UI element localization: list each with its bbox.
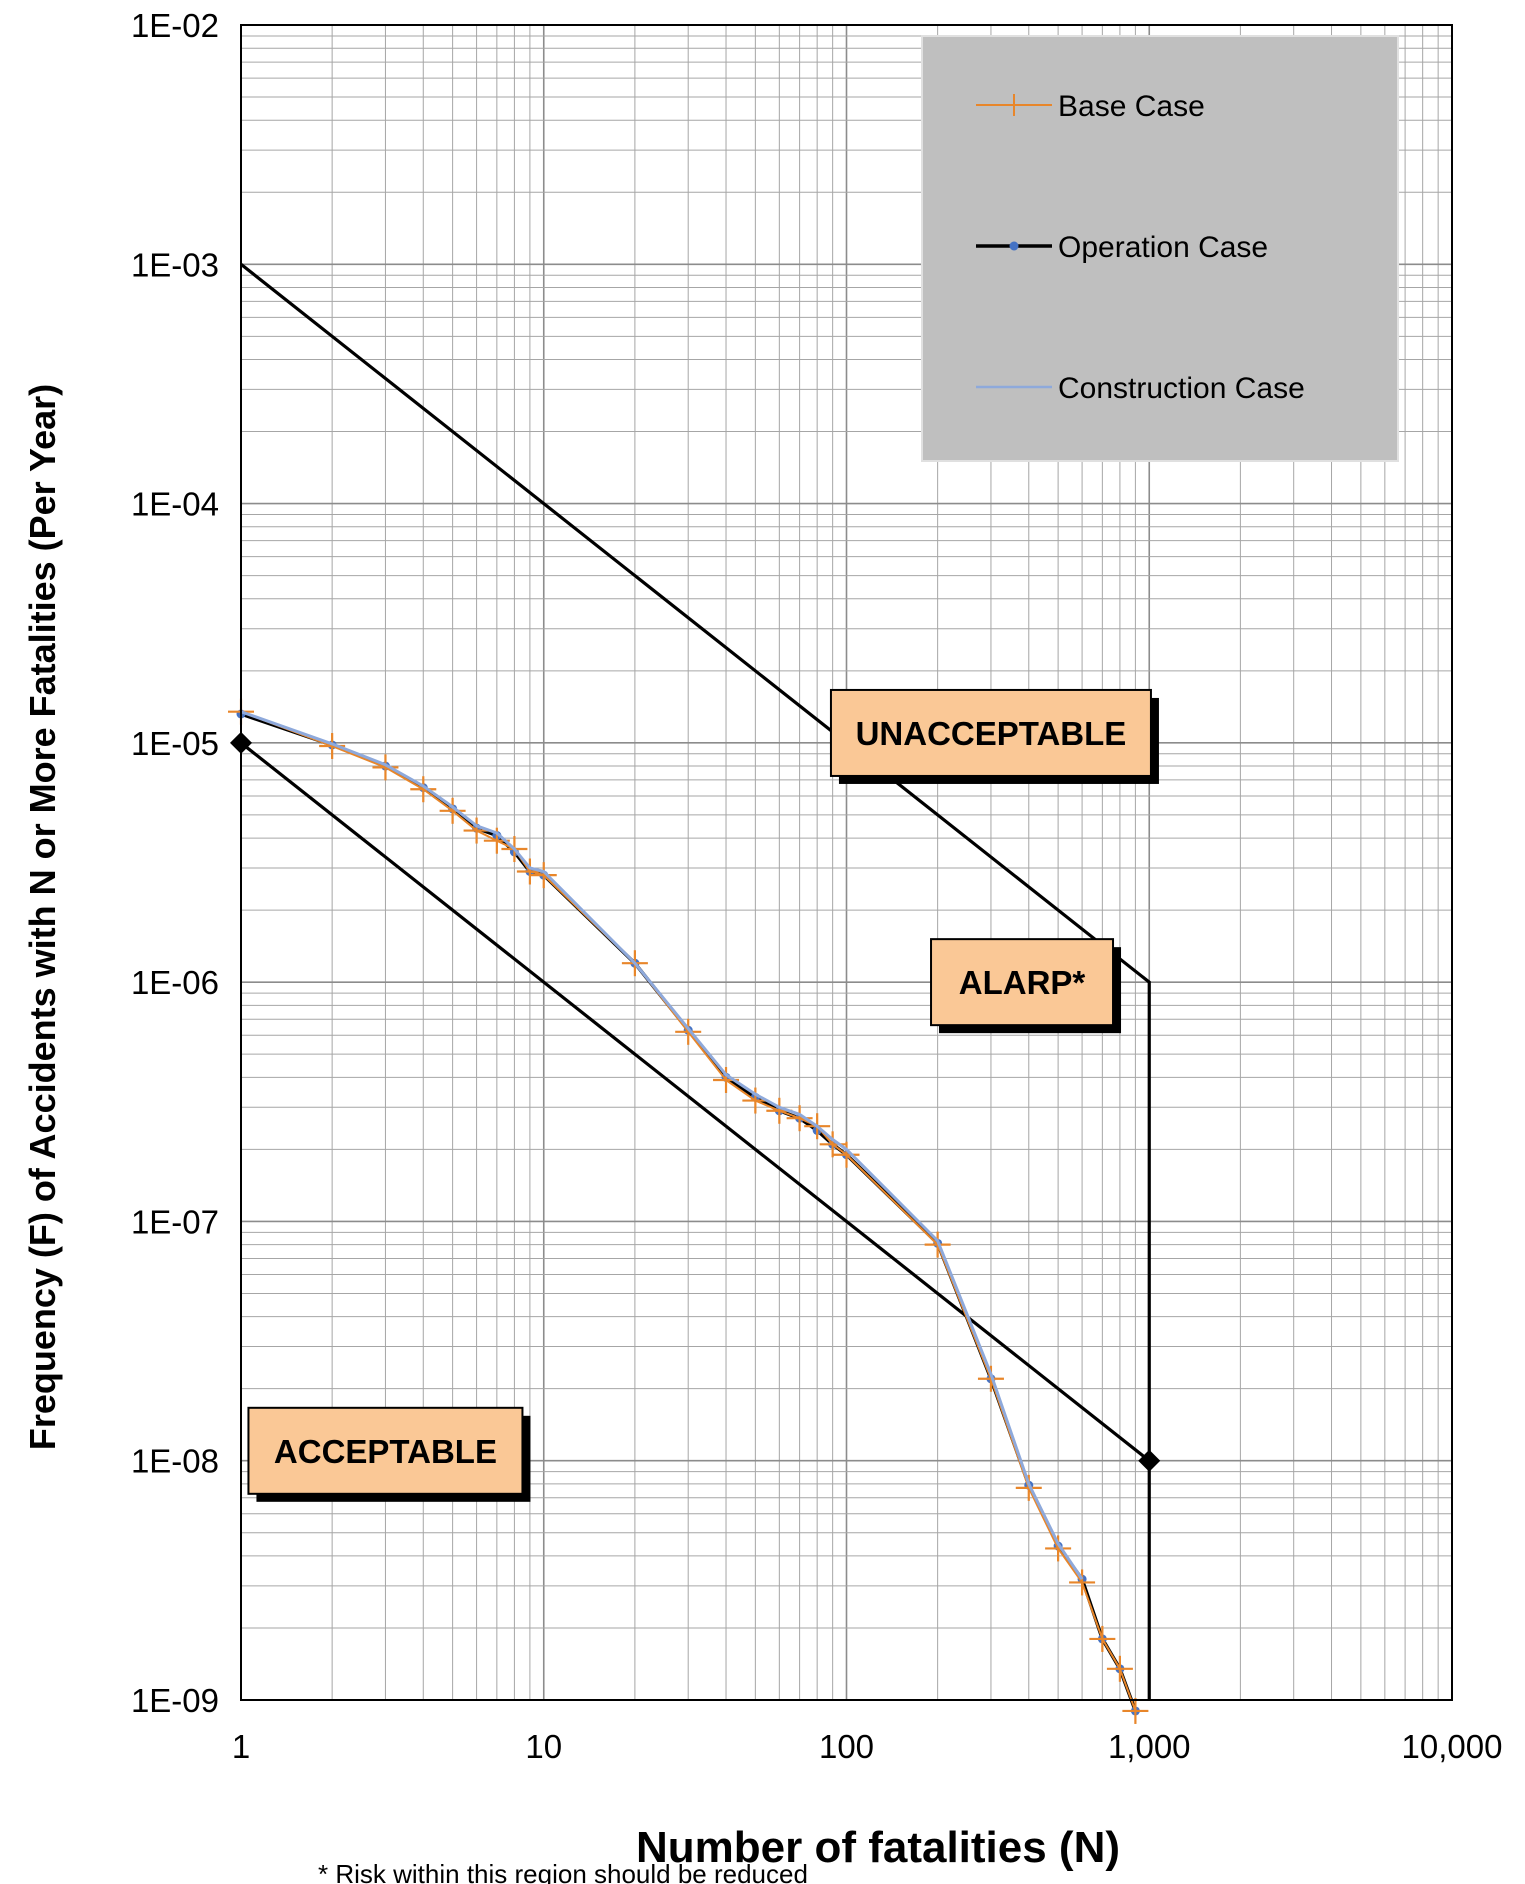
footnote: * Risk within this region should be redu… <box>318 1859 808 1884</box>
y-tick-label: 1E-05 <box>131 725 219 762</box>
region-label-acceptable: ACCEPTABLE <box>247 1406 531 1502</box>
x-tick-label: 10,000 <box>1402 1728 1503 1765</box>
region-label-alarp: ALARP* <box>930 938 1122 1034</box>
series-lines <box>228 698 1149 1724</box>
y-tick-label: 1E-04 <box>131 486 219 523</box>
criteria-line-lower <box>240 741 1151 1462</box>
legend-label: Base Case <box>1058 90 1205 123</box>
legend-label: Construction Case <box>1058 372 1305 405</box>
y-tick-label: 1E-08 <box>131 1443 219 1480</box>
y-tick-label: 1E-03 <box>131 246 219 283</box>
legend: Base Case Operation Case Construction Case <box>921 35 1399 462</box>
legend-entry-base-case: Base Case <box>976 90 1205 123</box>
plot-border <box>240 24 1453 1701</box>
region-label-box <box>247 1406 524 1495</box>
region-label-box <box>829 688 1152 777</box>
region-label-box <box>930 938 1115 1027</box>
legend-swatch-marker <box>1009 241 1019 251</box>
y-tick-label: 1E-07 <box>131 1203 219 1240</box>
series-construction-case <box>240 710 1084 1580</box>
region-label-text: UNACCEPTABLE <box>856 715 1127 752</box>
y-tick-label: 1E-02 <box>131 7 219 44</box>
criteria-point-marker <box>1138 1449 1161 1472</box>
legend-entry-construction-case: Construction Case <box>976 372 1305 405</box>
y-tick-label: 1E-09 <box>131 1682 219 1719</box>
series-line <box>240 710 1084 1580</box>
x-tick-label: 100 <box>819 1728 874 1765</box>
y-tick-label: 1E-06 <box>131 964 219 1001</box>
region-label-text: ACCEPTABLE <box>274 1433 497 1470</box>
legend-entry-operation-case: Operation Case <box>976 231 1268 264</box>
region-label-unacceptable: UNACCEPTABLE <box>829 688 1159 784</box>
legend-label: Operation Case <box>1058 231 1268 264</box>
x-tick-label: 1 <box>232 1728 250 1765</box>
region-label-text: ALARP* <box>959 964 1086 1001</box>
y-axis-title: Frequency (F) of Accidents with N or Mor… <box>22 384 63 1450</box>
x-tick-label: 10 <box>525 1728 562 1765</box>
legend-box <box>921 35 1399 462</box>
region-labels: UNACCEPTABLE ALARP* ACCEPTABLE <box>247 688 1159 1502</box>
axes: 1 10 100 1,000 10,000 1E-02 1E-03 1E-04 1E-05 1E-… <box>131 7 1503 1765</box>
series-base-case <box>228 698 1149 1724</box>
x-axis-title: Number of fatalities (N) <box>636 1823 1120 1872</box>
x-tick-label: 1,000 <box>1108 1728 1191 1765</box>
